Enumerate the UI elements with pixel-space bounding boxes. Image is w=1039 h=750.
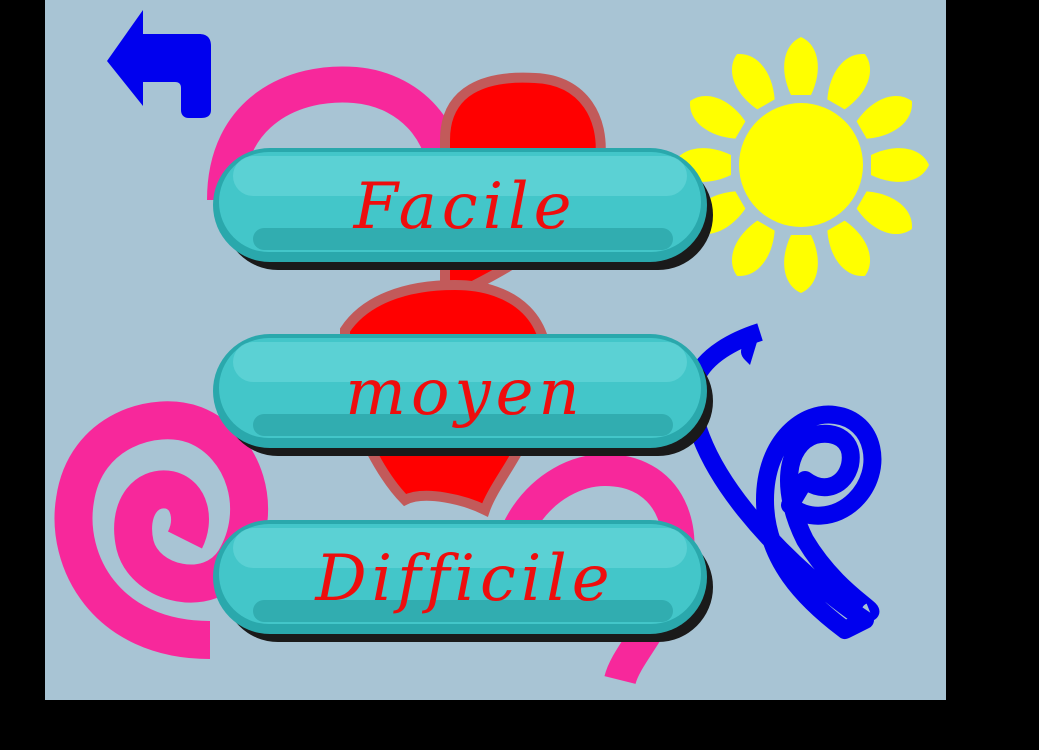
- easy-button[interactable]: Facile: [213, 148, 717, 274]
- button-shape: [213, 520, 713, 642]
- back-arrow-icon: [107, 10, 211, 118]
- yellow-sun: [673, 37, 929, 293]
- sun-ray: [827, 54, 870, 110]
- sun-ray: [784, 235, 818, 293]
- medium-label: moyen: [345, 356, 585, 430]
- sun-ray: [827, 220, 870, 276]
- hard-label: Difficile: [315, 542, 615, 616]
- button-shape: [213, 334, 713, 456]
- blue-ribbon: [683, 323, 882, 639]
- pink-spiral-top: [207, 66, 465, 203]
- game-screen: Facile moyen Difficile: [45, 0, 946, 700]
- sun-ray: [871, 148, 929, 182]
- button-shape: [213, 148, 713, 270]
- sun-ray: [784, 37, 818, 95]
- back-button[interactable]: [103, 6, 213, 121]
- sun-ray: [732, 54, 775, 110]
- sun-ray: [856, 96, 912, 139]
- sun-ray: [856, 191, 912, 234]
- hard-button[interactable]: Difficile: [213, 520, 717, 646]
- sun-ray: [732, 220, 775, 276]
- medium-button[interactable]: moyen: [213, 334, 717, 460]
- pink-spiral-left: [54, 401, 268, 659]
- sun-ray: [690, 96, 746, 139]
- easy-label: Facile: [353, 170, 577, 244]
